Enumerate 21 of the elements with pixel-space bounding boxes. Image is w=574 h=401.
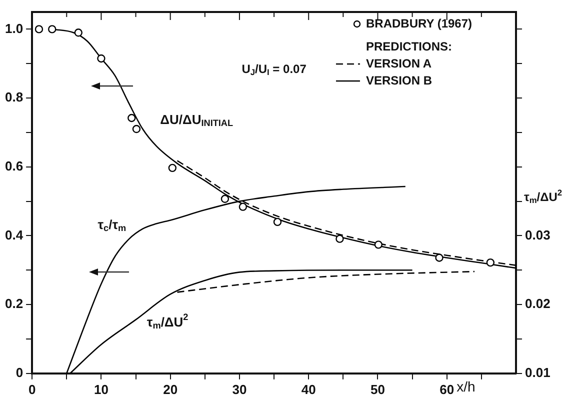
x-tick-label: 50 — [370, 382, 385, 397]
legend-label: BRADBURY (1967) — [366, 16, 472, 30]
x-tick-label: 10 — [94, 382, 108, 397]
x-tick-label: 60 — [440, 382, 454, 397]
legend-label: VERSION B — [366, 73, 432, 88]
y2-tick-label: 0.02 — [525, 296, 550, 312]
y2-tick-label: 0.01 — [525, 364, 550, 380]
x-tick-label: 20 — [163, 382, 178, 397]
legend-title: PREDICTIONS: — [366, 39, 452, 54]
legend-label: VERSION A — [366, 56, 432, 70]
y2-tick-label: 0.03 — [525, 227, 550, 242]
x-axis-title: x/h — [456, 378, 476, 394]
y-tick-label: 0 — [16, 364, 24, 380]
y-tick-label: 0.8 — [4, 90, 24, 105]
y-tick-label: 1.0 — [4, 20, 24, 36]
y-tick-label: 0.6 — [4, 158, 24, 174]
x-tick-label: 40 — [301, 382, 316, 397]
x-tick-label: 0 — [28, 382, 36, 397]
x-tick-label: 30 — [232, 382, 247, 397]
y-tick-label: 0.4 — [4, 227, 24, 242]
y-tick-label: 0.2 — [4, 296, 24, 312]
